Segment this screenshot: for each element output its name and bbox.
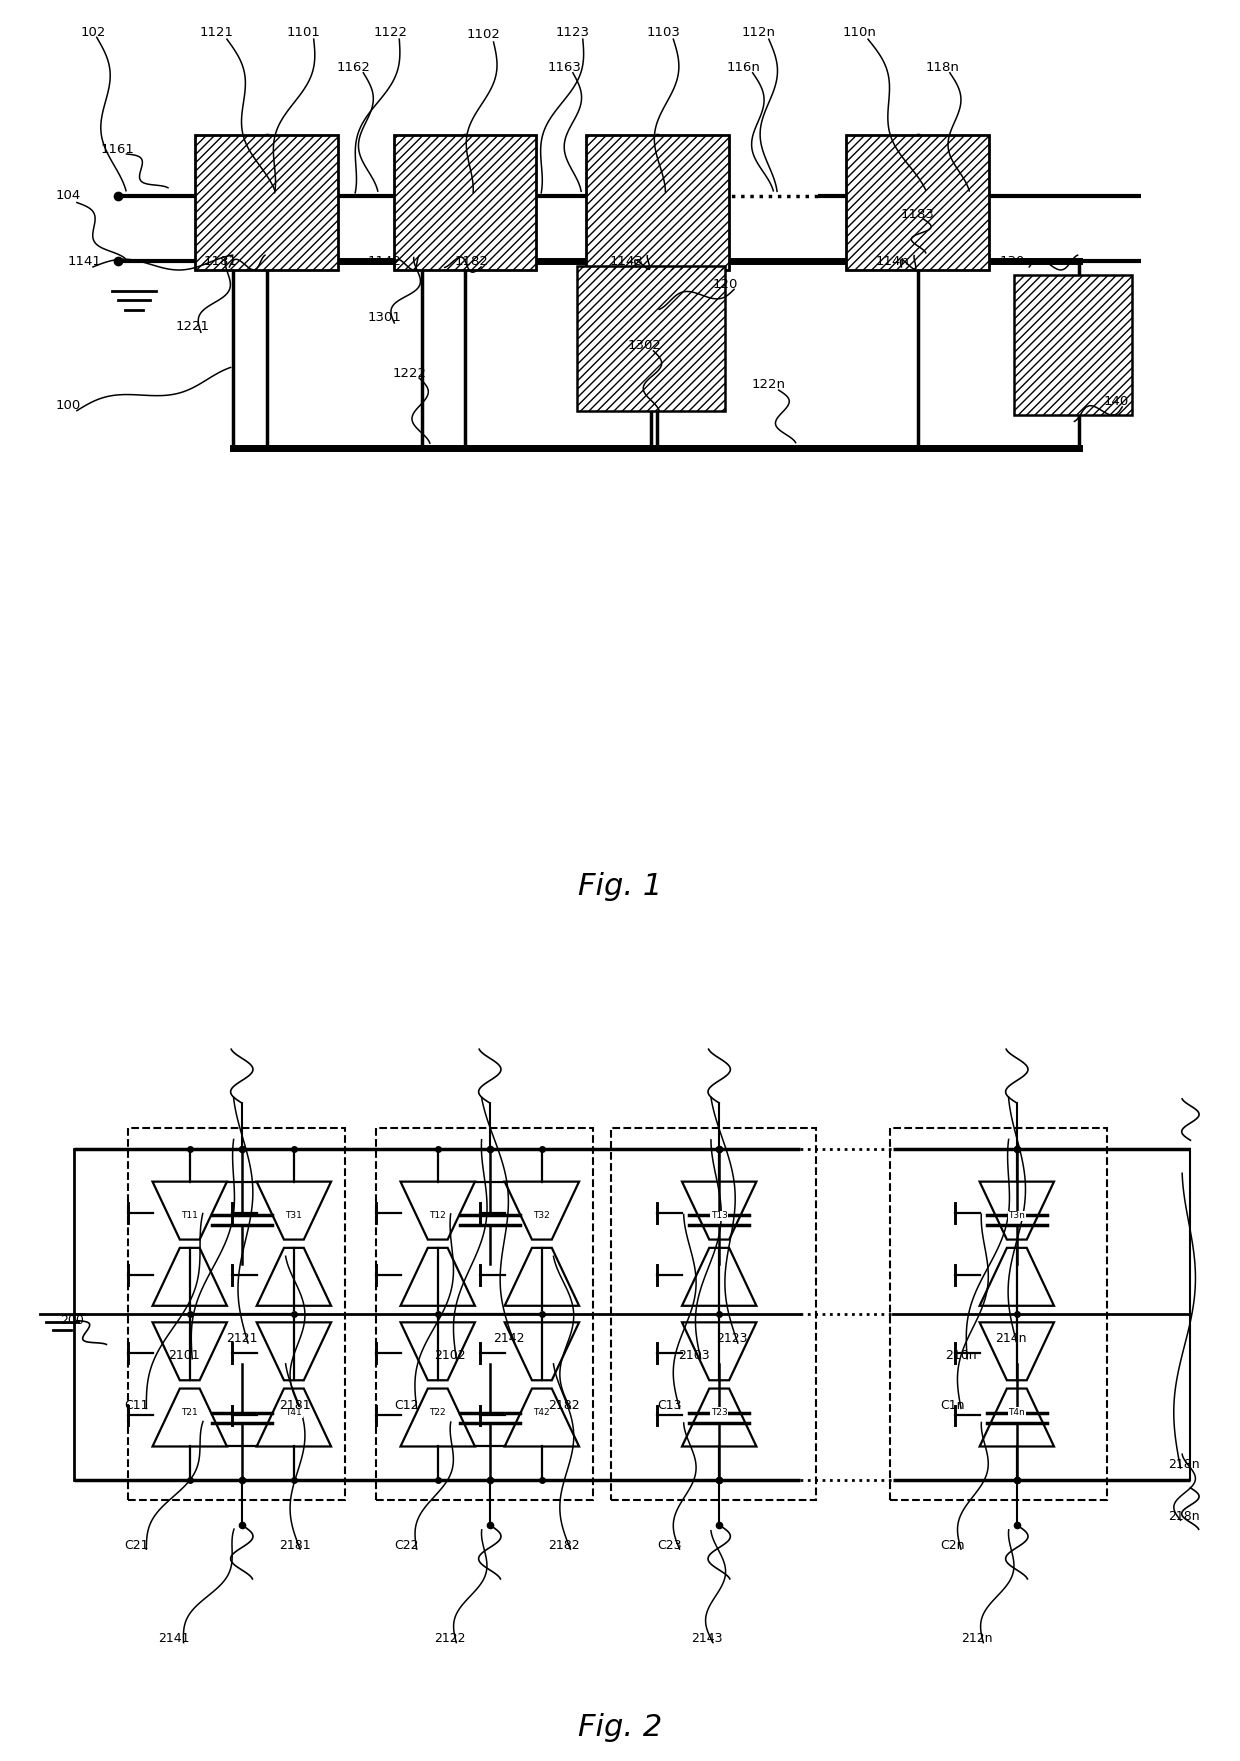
Bar	[611, 1127, 816, 1500]
Text: 2143: 2143	[691, 1632, 723, 1645]
Text: T4n: T4n	[1008, 1407, 1025, 1418]
Bar	[196, 136, 337, 271]
Text: 1222: 1222	[392, 366, 427, 380]
Bar	[196, 136, 337, 271]
Text: 140: 140	[1104, 394, 1128, 409]
Text: 1181: 1181	[203, 255, 238, 268]
Text: 2101: 2101	[167, 1349, 200, 1361]
Text: C12: C12	[394, 1398, 419, 1412]
Text: T11: T11	[181, 1212, 198, 1220]
Text: 120: 120	[713, 278, 738, 291]
Text: T22: T22	[429, 1407, 446, 1418]
Text: T31: T31	[285, 1212, 303, 1220]
Text: 1301: 1301	[367, 312, 402, 324]
Text: 130n: 130n	[999, 255, 1034, 268]
Text: 1161: 1161	[100, 143, 135, 155]
Text: C13: C13	[657, 1398, 682, 1412]
Bar	[890, 1127, 1107, 1500]
Text: C1n: C1n	[940, 1398, 965, 1412]
Text: 2122: 2122	[434, 1632, 466, 1645]
Text: 2142: 2142	[492, 1333, 525, 1345]
Text: 116n: 116n	[727, 60, 761, 74]
Text: 200: 200	[60, 1314, 84, 1328]
Text: 2182: 2182	[548, 1539, 580, 1551]
Bar	[376, 1127, 593, 1500]
Text: 212n: 212n	[961, 1632, 993, 1645]
Bar	[1014, 275, 1132, 416]
Text: 2141: 2141	[157, 1632, 190, 1645]
Bar	[846, 136, 990, 271]
Text: 118n: 118n	[925, 60, 960, 74]
Bar	[577, 266, 725, 410]
Text: 2181: 2181	[279, 1539, 311, 1551]
Text: 100: 100	[56, 400, 81, 412]
Text: 1183: 1183	[900, 208, 935, 222]
Text: T12: T12	[429, 1212, 446, 1220]
Text: T13: T13	[711, 1212, 728, 1220]
Bar	[587, 136, 729, 271]
Text: 1141: 1141	[67, 255, 102, 268]
Text: T23: T23	[711, 1407, 728, 1418]
Text: 1221: 1221	[175, 321, 210, 333]
Text: C23: C23	[657, 1539, 682, 1551]
Text: 2182: 2182	[548, 1398, 580, 1412]
Text: 1143: 1143	[609, 255, 644, 268]
Text: 2103: 2103	[678, 1349, 711, 1361]
Bar	[128, 1127, 345, 1500]
Text: T21: T21	[181, 1407, 198, 1418]
Text: 1163: 1163	[547, 60, 582, 74]
Text: 1162: 1162	[336, 60, 371, 74]
Text: 112n: 112n	[742, 26, 776, 39]
Text: 210n: 210n	[945, 1349, 977, 1361]
Bar	[846, 136, 990, 271]
Text: 2102: 2102	[434, 1349, 466, 1361]
Text: 1122: 1122	[373, 26, 408, 39]
Text: Fig. 1: Fig. 1	[578, 872, 662, 902]
Text: C11: C11	[124, 1398, 149, 1412]
Text: 214n: 214n	[994, 1333, 1027, 1345]
Text: T3n: T3n	[1008, 1212, 1025, 1220]
Text: 2121: 2121	[226, 1333, 258, 1345]
Text: C22: C22	[394, 1539, 419, 1551]
Text: 114n: 114n	[875, 255, 910, 268]
Bar	[394, 136, 536, 271]
Text: 2123: 2123	[715, 1333, 748, 1345]
Text: Fig. 2: Fig. 2	[578, 1713, 662, 1742]
Text: 102: 102	[81, 26, 105, 39]
Bar	[587, 136, 729, 271]
Text: 1142: 1142	[367, 255, 402, 268]
Text: 1182: 1182	[454, 255, 489, 268]
Text: 1302: 1302	[627, 338, 662, 352]
Text: 218n: 218n	[1168, 1511, 1200, 1523]
Bar	[394, 136, 536, 271]
Text: 2181: 2181	[279, 1398, 311, 1412]
Text: C2n: C2n	[940, 1539, 965, 1551]
Text: 104: 104	[56, 190, 81, 203]
Text: 110n: 110n	[842, 26, 877, 39]
Text: 1121: 1121	[200, 26, 234, 39]
Text: T41: T41	[285, 1407, 303, 1418]
Bar	[1014, 275, 1132, 416]
Text: 1102: 1102	[466, 28, 501, 41]
Text: 218n: 218n	[1168, 1458, 1200, 1470]
Text: 1123: 1123	[556, 26, 590, 39]
Text: T42: T42	[533, 1407, 551, 1418]
Text: T32: T32	[533, 1212, 551, 1220]
Text: 1101: 1101	[286, 26, 321, 39]
Bar	[577, 266, 725, 410]
Text: 122n: 122n	[751, 379, 786, 391]
Text: 1103: 1103	[646, 26, 681, 39]
Text: C21: C21	[124, 1539, 149, 1551]
